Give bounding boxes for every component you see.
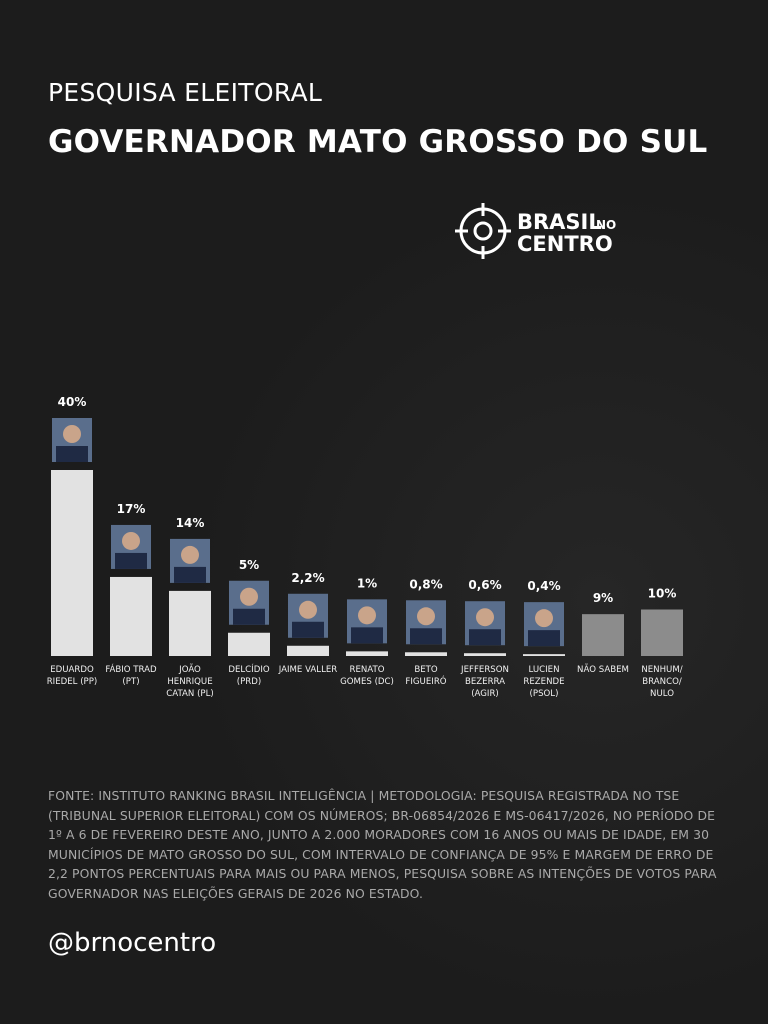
category-label: JOÃO HENRIQUE CATAN (PL) xyxy=(166,665,214,699)
candidate-photo-suit xyxy=(292,621,324,638)
category-label: FÁBIO TRAD (PT) xyxy=(105,665,157,687)
value-label: 1% xyxy=(357,576,377,590)
candidate-photo-face xyxy=(63,425,81,443)
value-label: 14% xyxy=(176,516,205,530)
value-label: 40% xyxy=(58,395,87,409)
bar xyxy=(464,653,506,656)
bar xyxy=(287,645,329,656)
value-label: 0,4% xyxy=(527,579,560,593)
candidate-photo-suit xyxy=(174,566,206,583)
bar xyxy=(110,576,152,656)
candidate-photo-face xyxy=(476,608,494,627)
chart-title: GOVERNADOR MATO GROSSO DO SUL xyxy=(48,124,708,160)
logo-word: CENTRO xyxy=(517,232,613,256)
value-label: 10% xyxy=(648,587,677,601)
category-label: DELCÍDIO (PRD) xyxy=(228,665,270,687)
bar xyxy=(228,632,270,656)
candidate-photo-suit xyxy=(233,608,265,625)
value-label: 5% xyxy=(239,558,259,572)
category-label: JAIME VALLER xyxy=(278,665,338,675)
category-label: EDUARDO RIEDEL (PP) xyxy=(46,665,98,687)
source-note: FONTE: INSTITUTO RANKING BRASIL INTELIGÊ… xyxy=(48,788,717,901)
value-label: 9% xyxy=(593,591,613,605)
candidate-photo-face xyxy=(299,600,317,619)
candidate-photo-suit xyxy=(528,630,560,647)
logo-word: BRASIL xyxy=(517,210,602,234)
candidate-photo-suit xyxy=(115,552,147,569)
category-label: NENHUM/ BRANCO/ NULO xyxy=(641,665,683,699)
candidate-photo-face xyxy=(417,607,435,626)
value-label: 0,8% xyxy=(409,577,442,591)
candidate-photo-face xyxy=(535,609,553,628)
bar xyxy=(641,609,683,656)
value-label: 2,2% xyxy=(291,571,324,585)
bar xyxy=(582,614,624,656)
category-label: RENATO GOMES (DC) xyxy=(340,665,394,687)
handle: @brnocentro xyxy=(48,928,217,958)
logo-core xyxy=(473,221,493,241)
logo-word: NO xyxy=(596,218,616,232)
candidate-photo-face xyxy=(358,606,376,625)
candidate-photo-suit xyxy=(469,629,501,646)
value-label: 0,6% xyxy=(468,578,501,592)
bar xyxy=(51,470,93,656)
candidate-photo-suit xyxy=(351,627,383,644)
category-label: JEFFERSON BEZERRA (AGIR) xyxy=(461,665,509,699)
bar xyxy=(523,654,565,656)
candidate-photo-face xyxy=(181,545,199,564)
category-label: NÃO SABEM xyxy=(577,665,629,675)
candidate-photo-suit xyxy=(56,446,88,462)
category-label: BETO FIGUEIRÓ xyxy=(405,665,447,687)
kicker: PESQUISA ELEITORAL xyxy=(48,78,323,107)
bar xyxy=(405,652,447,656)
candidate-photo-suit xyxy=(410,628,442,645)
bar xyxy=(346,651,388,656)
candidate-photo-face xyxy=(240,587,258,606)
logo: BRASIL NO CENTRO xyxy=(455,203,616,259)
category-label: LUCIEN REZENDE (PSOL) xyxy=(523,665,565,699)
value-label: 17% xyxy=(117,502,146,516)
bar xyxy=(169,590,211,656)
candidate-photo-face xyxy=(122,531,140,550)
